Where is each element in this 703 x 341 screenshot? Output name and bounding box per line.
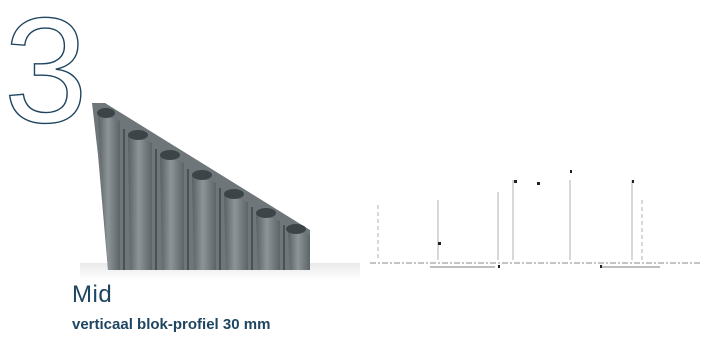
step-number: 3: [4, 0, 87, 130]
radiator-image: [80, 103, 360, 280]
step-number-icon: 3: [3, 0, 88, 130]
product-title: Mid: [72, 281, 113, 308]
profile-diagram: [370, 170, 700, 268]
product-description: verticaal blok-profiel 30 mm: [72, 316, 271, 333]
radiator-tubes: [98, 113, 310, 270]
